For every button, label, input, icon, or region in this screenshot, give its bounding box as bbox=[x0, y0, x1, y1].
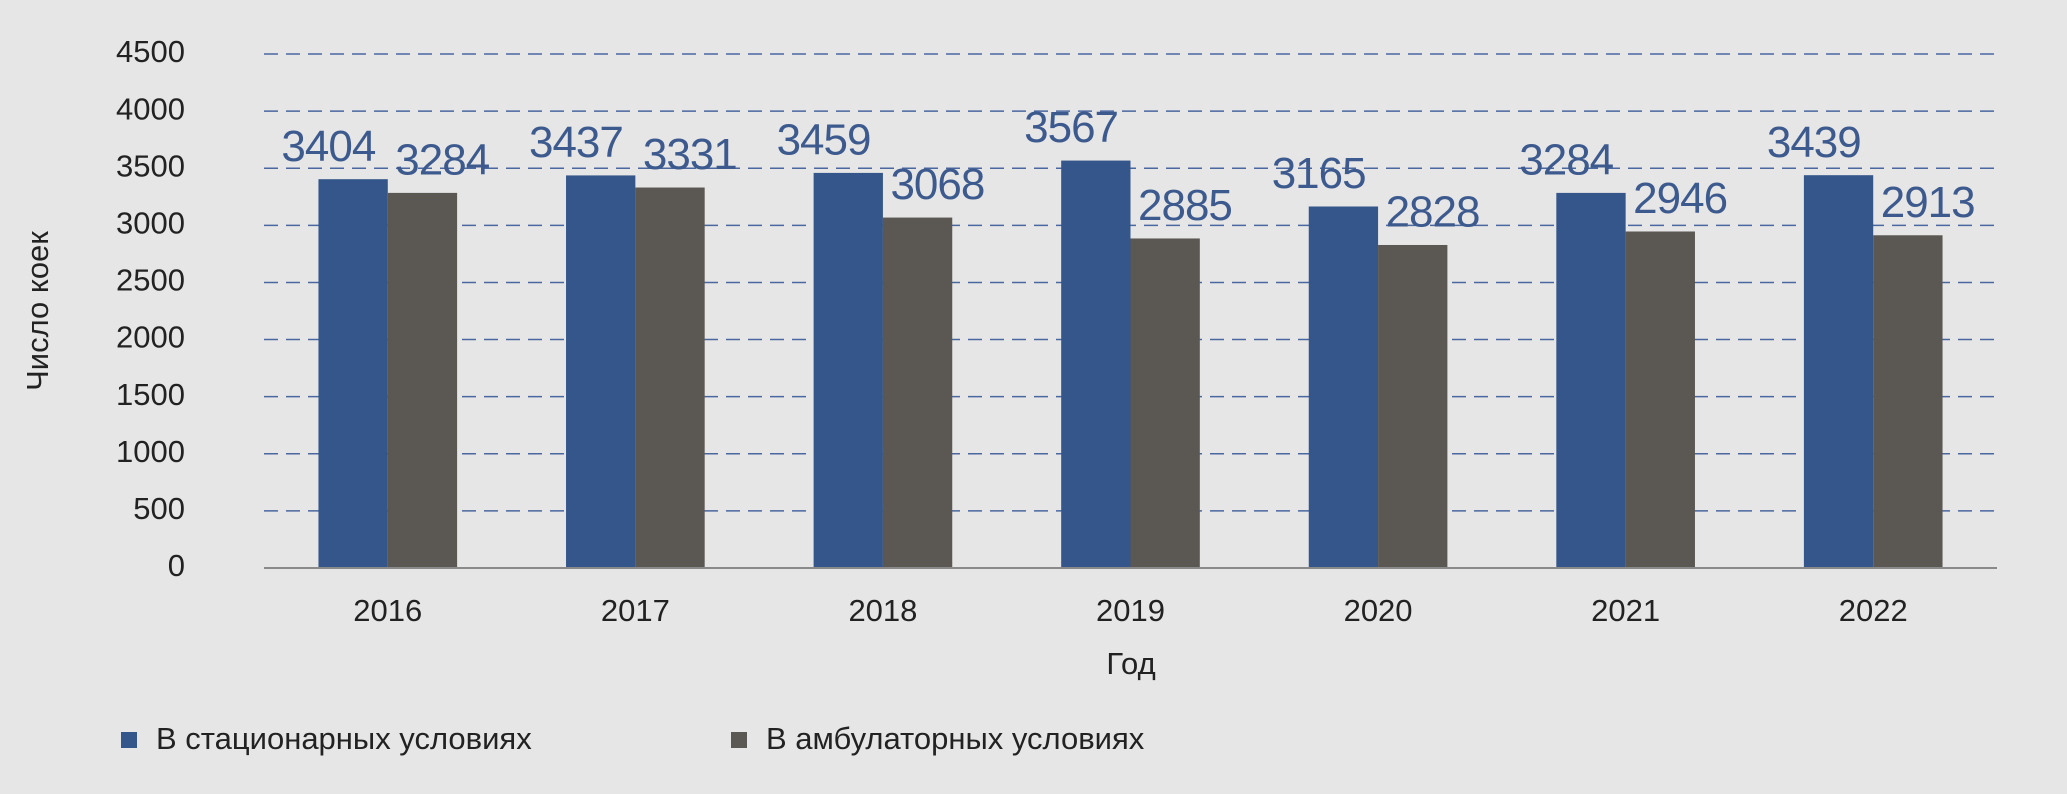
value-label: 3284 bbox=[395, 136, 489, 185]
y-tick-label: 4000 bbox=[116, 91, 185, 126]
bar bbox=[1378, 244, 1448, 568]
bar bbox=[1130, 238, 1200, 569]
legend-swatch bbox=[731, 732, 747, 748]
value-label: 2913 bbox=[1881, 178, 1975, 227]
x-axis-label: Год bbox=[1106, 646, 1155, 681]
bar bbox=[813, 172, 883, 568]
x-tick-label: 2018 bbox=[848, 593, 917, 628]
bar bbox=[318, 179, 388, 568]
bar bbox=[387, 192, 458, 568]
y-tick-label: 4500 bbox=[116, 34, 185, 69]
value-label: 3165 bbox=[1272, 149, 1366, 198]
value-label: 3068 bbox=[890, 160, 984, 209]
y-axis-label: Число коек bbox=[20, 231, 55, 391]
value-label: 3284 bbox=[1519, 136, 1613, 185]
bar bbox=[1625, 231, 1695, 568]
value-label: 2885 bbox=[1138, 181, 1232, 230]
value-label: 3437 bbox=[529, 118, 623, 167]
bar bbox=[566, 175, 636, 569]
x-tick-label: 2019 bbox=[1096, 593, 1165, 628]
legend-swatch bbox=[121, 732, 137, 748]
x-tick-label: 2016 bbox=[353, 593, 422, 628]
legend-label: В стационарных условиях bbox=[156, 721, 532, 756]
bar bbox=[882, 217, 953, 568]
y-tick-label: 1000 bbox=[116, 434, 185, 469]
value-label: 3439 bbox=[1767, 118, 1861, 167]
x-tick-label: 2021 bbox=[1591, 593, 1660, 628]
value-label: 3331 bbox=[643, 130, 737, 179]
y-tick-label: 1500 bbox=[116, 377, 185, 412]
bar bbox=[1803, 175, 1874, 569]
legend-label: В амбулаторных условиях bbox=[766, 721, 1145, 756]
y-tick-label: 0 bbox=[168, 548, 185, 583]
bar bbox=[1556, 192, 1626, 568]
value-label: 2946 bbox=[1633, 174, 1727, 223]
y-tick-label: 2500 bbox=[116, 263, 185, 298]
value-label: 3404 bbox=[281, 122, 375, 171]
x-tick-label: 2017 bbox=[601, 593, 670, 628]
y-tick-label: 3000 bbox=[116, 206, 185, 241]
bar bbox=[1061, 160, 1131, 568]
y-tick-label: 2000 bbox=[116, 320, 185, 355]
value-label: 2828 bbox=[1386, 188, 1480, 237]
x-tick-label: 2022 bbox=[1839, 593, 1908, 628]
y-tick-label: 3500 bbox=[116, 148, 185, 183]
y-tick-label: 500 bbox=[133, 491, 185, 526]
x-tick-label: 2020 bbox=[1344, 593, 1413, 628]
bar bbox=[635, 187, 705, 569]
value-label: 3567 bbox=[1024, 103, 1118, 152]
bar bbox=[1308, 206, 1379, 568]
bar bbox=[1873, 235, 1943, 568]
value-label: 3459 bbox=[777, 116, 871, 165]
